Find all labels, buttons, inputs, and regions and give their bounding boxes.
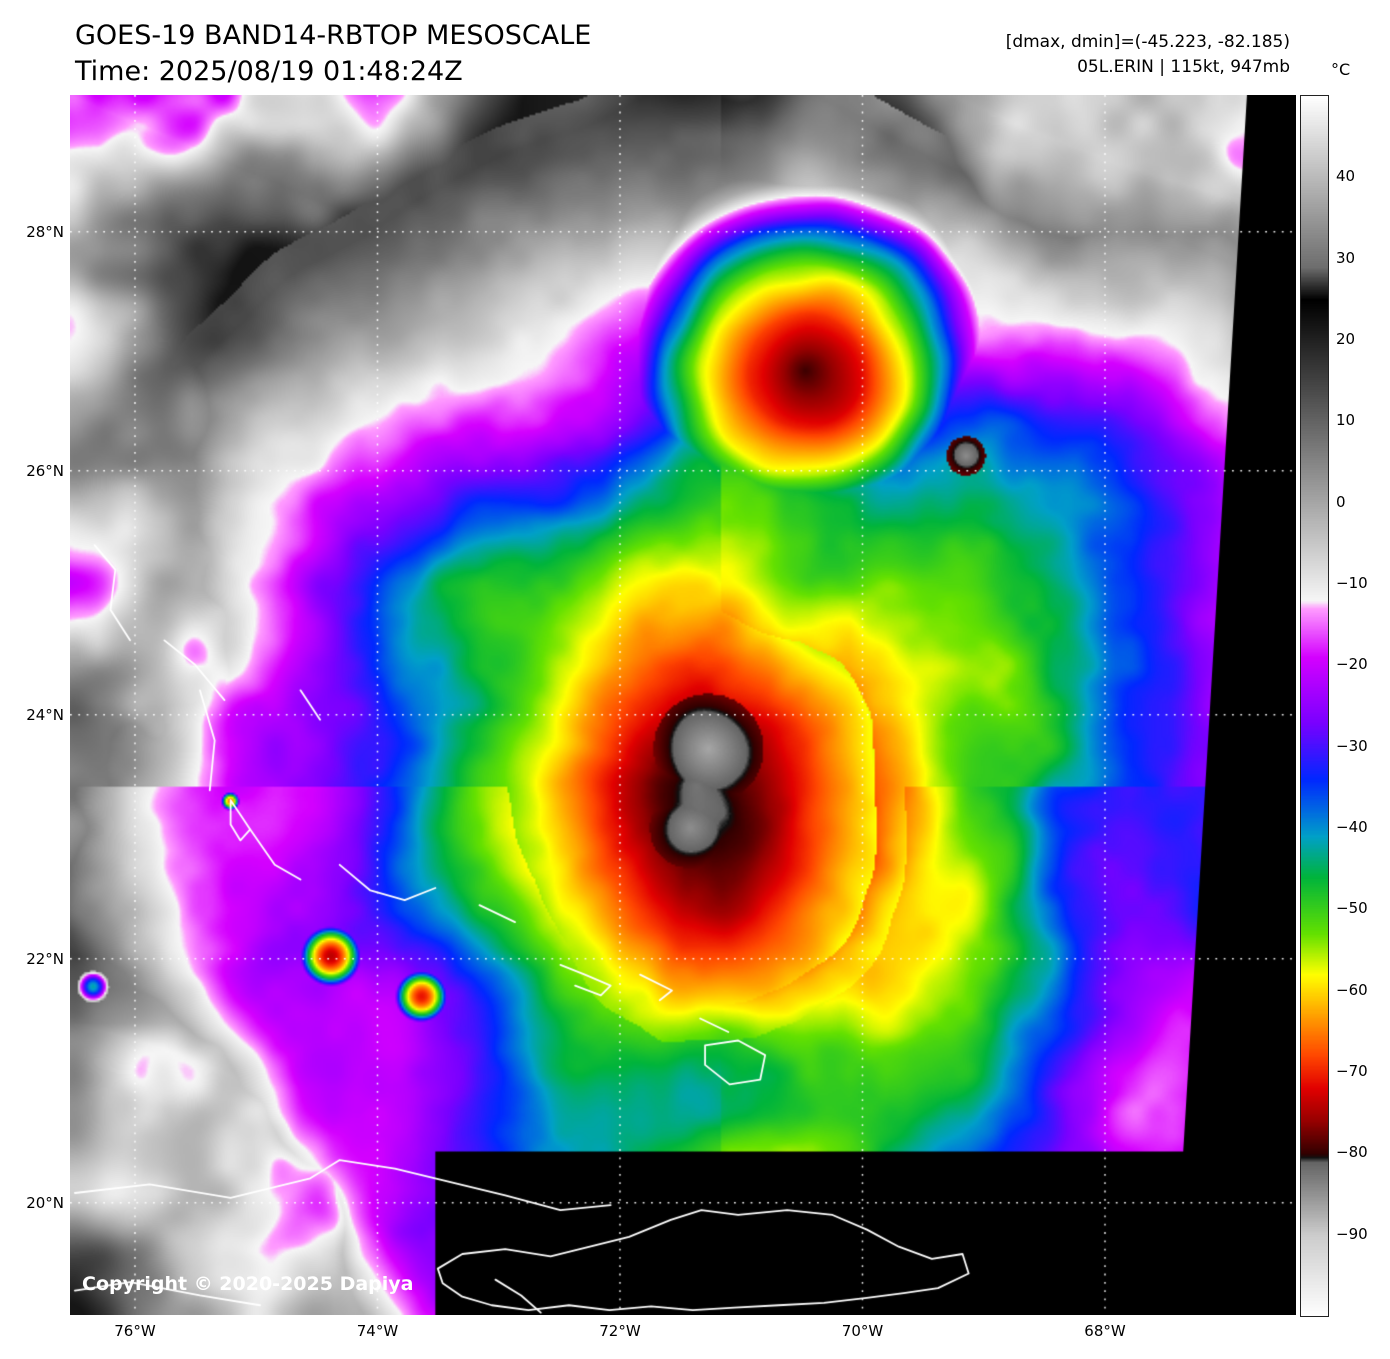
- lat-label: 22°N: [26, 949, 64, 968]
- colorbar-tick: 10: [1336, 411, 1356, 430]
- storm-readout: 05L.ERIN | 115kt, 947mb: [1077, 57, 1290, 77]
- lat-label: 28°N: [26, 222, 64, 241]
- lat-label: 20°N: [26, 1193, 64, 1212]
- figure-readouts: [dmax, dmin]=(-45.223, -82.185) 05L.ERIN…: [1006, 30, 1290, 80]
- colorbar-tick: −50: [1336, 899, 1368, 918]
- lon-label: 72°W: [599, 1322, 641, 1340]
- colorbar-tick: −60: [1336, 980, 1368, 999]
- map-overlay-canvas: [70, 95, 1296, 1315]
- colorbar-tick: −20: [1336, 655, 1368, 674]
- copyright-watermark: Copyright © 2020-2025 Dapiya: [82, 1273, 414, 1295]
- lon-label: 76°W: [114, 1322, 156, 1340]
- colorbar-tick: 0: [1336, 492, 1346, 511]
- colorbar-tick: −10: [1336, 574, 1368, 592]
- lon-label: 74°W: [356, 1322, 399, 1340]
- figure-timestamp: Time: 2025/08/19 01:48:24Z: [75, 56, 463, 87]
- colorbar-tick: −80: [1336, 1143, 1368, 1162]
- figure-title: GOES-19 BAND14-RBTOP MESOSCALE: [75, 20, 592, 51]
- colorbar-tick: −90: [1336, 1224, 1368, 1243]
- colorbar-tick: −30: [1336, 736, 1368, 755]
- colorbar-unit-label: °C: [1331, 60, 1351, 79]
- lat-label: 24°N: [26, 705, 64, 724]
- colorbar-tick: 20: [1336, 330, 1356, 348]
- satellite-map: Copyright © 2020-2025 Dapiya: [70, 95, 1296, 1315]
- lat-label: 26°N: [26, 461, 64, 480]
- lon-label: 70°W: [841, 1322, 884, 1340]
- colorbar-canvas: [1301, 96, 1328, 1316]
- lon-label: 68°W: [1084, 1322, 1126, 1340]
- colorbar-tick: −40: [1336, 818, 1368, 836]
- colorbar-tick: −70: [1336, 1062, 1368, 1080]
- colorbar: [1300, 95, 1329, 1317]
- colorbar-tick: 40: [1336, 167, 1356, 186]
- dmax-dmin-readout: [dmax, dmin]=(-45.223, -82.185): [1005, 32, 1290, 52]
- colorbar-tick: 30: [1336, 248, 1356, 267]
